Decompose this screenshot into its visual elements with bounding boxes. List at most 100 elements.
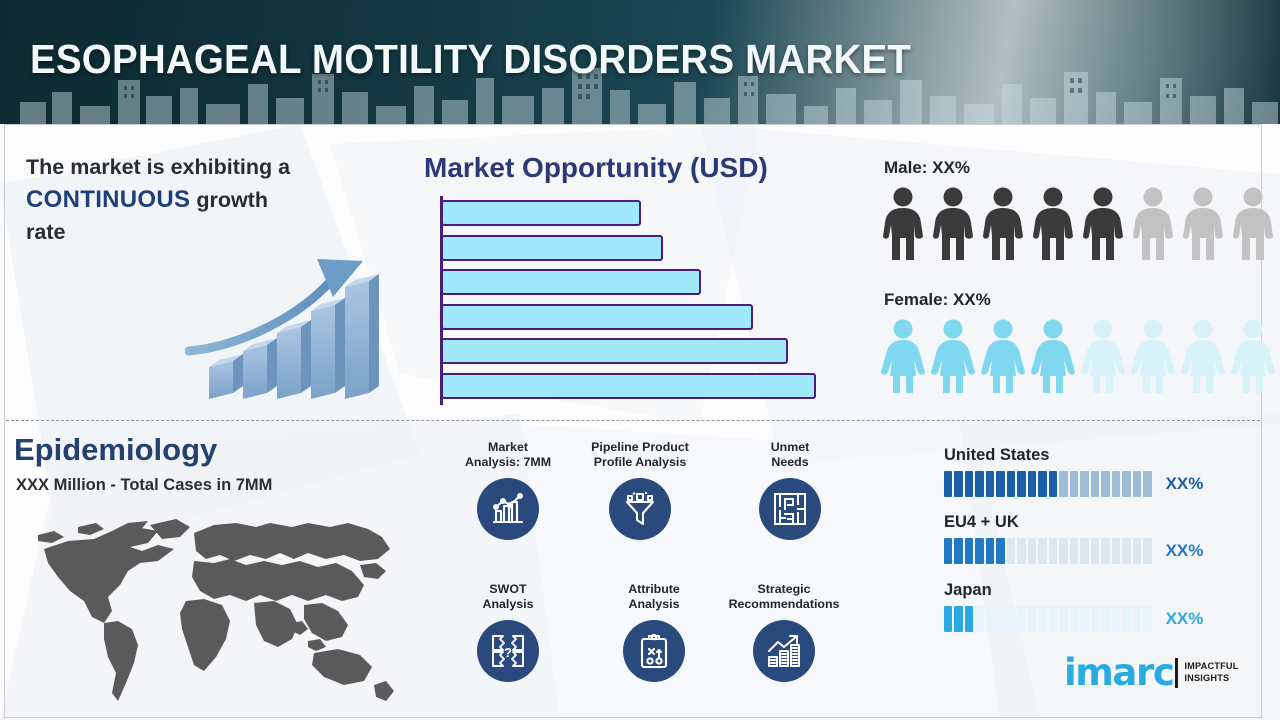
region-segment-track [944, 471, 1152, 497]
region-segment [1059, 538, 1068, 564]
region-segment [1132, 606, 1142, 632]
female-figure-icon [928, 318, 978, 399]
region-segment [1101, 471, 1110, 497]
page-title: ESOPHAGEAL MOTILITY DISORDERS MARKET [30, 36, 912, 82]
bar-chart-analytics-icon [477, 477, 539, 540]
region-percent: XX% [1165, 541, 1204, 560]
lead-line-1: The market is exhibiting a [26, 155, 291, 179]
region-segment [975, 471, 984, 497]
chart-title: Market Opportunity (USD) [424, 152, 768, 183]
region-segment [1027, 471, 1037, 497]
capability-label-line1: Strategic [757, 582, 811, 596]
region-segment [1101, 606, 1110, 632]
region-segment [944, 538, 953, 564]
growth-chart-arrow-icon [753, 619, 815, 682]
capability-bar-chart-analytics[interactable]: Market Analysis: 7MM [424, 440, 592, 540]
male-figure-icon [928, 186, 978, 267]
growth-arrow-bars-icon [185, 259, 379, 399]
region-segment [1017, 471, 1026, 497]
region-segment [1080, 471, 1089, 497]
capability-clipboard-strategy[interactable]: Attribute Analysis [570, 582, 738, 682]
region-segment [985, 606, 995, 632]
region-segment [1143, 538, 1152, 564]
capability-label-line2: Analysis [482, 597, 534, 612]
male-figure-icon [1228, 186, 1278, 267]
region-segment [1069, 606, 1079, 632]
capability-growth-chart-arrow[interactable]: Strategic Recommendations [700, 582, 868, 682]
capability-funnel[interactable]: Pipeline Product Profile Analysis [556, 440, 724, 540]
region-segment [1006, 538, 1016, 564]
female-figure-icon [1178, 318, 1228, 399]
capability-label-line1: SWOT [489, 582, 527, 596]
male-figure-icon [1028, 186, 1078, 267]
region-segment [954, 606, 963, 632]
capability-label-line1: Unmet [770, 440, 810, 454]
female-figure-icon [1078, 318, 1128, 399]
region-segment [1080, 538, 1089, 564]
region-segment [1122, 538, 1131, 564]
male-figure-icon [1178, 186, 1228, 267]
chart-bar [441, 234, 663, 261]
region-segment [1143, 606, 1152, 632]
region-name: EU4 + UK [944, 513, 1019, 531]
male-pictogram-row [878, 186, 1278, 267]
capability-label-line1: Pipeline Product [591, 440, 689, 454]
male-figure-icon [878, 186, 928, 267]
region-segment [1017, 606, 1026, 632]
region-segment [1017, 538, 1026, 564]
logo-divider [1175, 657, 1179, 688]
capability-label-line2: Needs [771, 455, 809, 470]
region-segment [1080, 606, 1089, 632]
region-segment [944, 471, 953, 497]
region-segment [1090, 606, 1100, 632]
logo-tagline: IMPACTFUL INSIGHTS [1184, 661, 1238, 684]
region-segment [1048, 606, 1058, 632]
header-glow [880, 0, 1280, 124]
region-segment [964, 538, 974, 564]
female-figure-icon [978, 318, 1028, 399]
female-figure-icon [1028, 318, 1078, 399]
imarc-logo: imarc IMPACTFUL INSIGHTS [1064, 654, 1239, 691]
male-figure-icon [1078, 186, 1128, 267]
chart-bar [441, 372, 816, 399]
region-row: Japan XX% [944, 581, 1203, 632]
region-name: United States [944, 446, 1050, 464]
logo-wordmark: imarc [1064, 651, 1175, 694]
region-percent: XX% [1165, 609, 1204, 628]
maze-icon [759, 477, 821, 540]
market-opportunity-bar-chart [424, 196, 844, 408]
female-figure-icon [1228, 318, 1278, 399]
region-segment [954, 538, 963, 564]
region-segment [1132, 471, 1142, 497]
region-percent: XX% [1165, 474, 1204, 493]
epidemiology-title: Epidemiology [14, 432, 218, 467]
region-segment [985, 538, 995, 564]
region-segment [964, 606, 974, 632]
capability-label-line1: Market [488, 440, 528, 454]
capability-swot-arrows-question[interactable]: SWOT Analysis? [424, 582, 592, 682]
region-segment [964, 471, 974, 497]
chart-bar [441, 303, 753, 330]
capability-maze[interactable]: Unmet Needs [706, 440, 874, 540]
region-segment [996, 538, 1005, 564]
region-row: United States XX% [944, 446, 1203, 497]
region-segment [954, 471, 963, 497]
region-segment [975, 538, 984, 564]
capability-label-line1: Attribute [628, 582, 680, 596]
region-segment [996, 471, 1005, 497]
male-figure-icon [1128, 186, 1178, 267]
region-segment [1038, 538, 1047, 564]
female-figure-icon [878, 318, 928, 399]
region-segment [1038, 471, 1047, 497]
region-segment [1069, 538, 1079, 564]
region-segment [1038, 606, 1047, 632]
region-segment-track [944, 538, 1152, 564]
clipboard-strategy-icon [623, 619, 685, 682]
region-segment [944, 606, 953, 632]
content-frame [4, 124, 1262, 718]
region-segment [1027, 606, 1037, 632]
region-segment [1132, 538, 1142, 564]
epidemiology-subtitle: XXX Million - Total Cases in 7MM [16, 476, 273, 494]
male-figure-icon [978, 186, 1028, 267]
